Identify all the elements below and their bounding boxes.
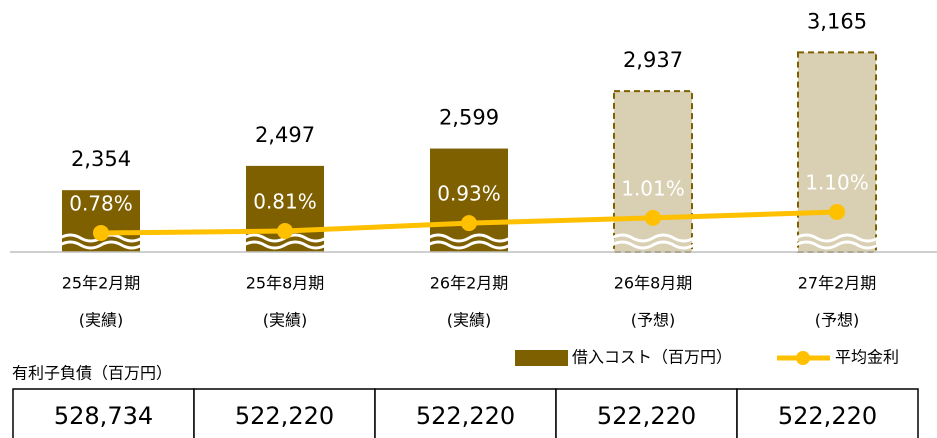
x-tick-label: 26年2月期: [430, 274, 509, 293]
x-tick-label: 27年2月期: [798, 274, 877, 293]
rate-label: 0.81%: [253, 190, 317, 214]
axis-break: [427, 240, 511, 250]
bar-value-label: 2,354: [71, 147, 131, 171]
bar-value-label: 2,497: [255, 123, 315, 147]
table-value: 522,220: [416, 402, 515, 430]
axis-break: [611, 233, 695, 243]
table-value: 522,220: [778, 402, 877, 430]
table-title: 有利子負債（百万円）: [12, 364, 172, 383]
rate-marker: [829, 203, 845, 220]
bar: [613, 90, 693, 253]
rate-label: 1.01%: [621, 176, 685, 200]
table-cell: [12, 388, 195, 438]
axis-break: [427, 233, 511, 243]
x-tick-label: (実績): [263, 311, 308, 330]
bar-value-label: 3,165: [807, 9, 867, 33]
x-tick-label: (実績): [79, 311, 124, 330]
rate-marker: [461, 215, 477, 232]
table-value: 522,220: [235, 402, 334, 430]
table-cell: [555, 388, 738, 438]
x-tick-label: 25年2月期: [62, 274, 141, 293]
x-tick-label: 26年8月期: [614, 274, 693, 293]
table-cell: [736, 388, 919, 438]
rate-marker: [93, 224, 109, 241]
legend-marker: [796, 351, 810, 365]
table-value: 522,220: [597, 402, 696, 430]
legend-label: 借入コスト（百万円）: [572, 348, 732, 367]
axis-break: [243, 240, 327, 250]
rate-marker: [645, 209, 661, 226]
legend-swatch: [515, 350, 568, 366]
x-tick-label: (予想): [815, 311, 860, 330]
rate-label: 1.10%: [805, 170, 869, 194]
bar-value-label: 2,937: [623, 48, 683, 72]
axis-break: [59, 240, 143, 250]
axis-break: [795, 233, 879, 243]
rate-marker: [277, 223, 293, 239]
rate-label: 0.93%: [437, 182, 501, 206]
axis-break: [795, 240, 879, 250]
legend-label: 平均金利: [835, 348, 899, 367]
bar: [797, 51, 877, 254]
x-tick-label: (実績): [447, 311, 492, 330]
table-value: 528,734: [54, 402, 153, 430]
rate-label: 0.78%: [69, 191, 133, 215]
bar-value-label: 2,599: [439, 106, 499, 130]
x-tick-label: (予想): [631, 311, 676, 330]
x-tick-label: 25年8月期: [246, 274, 325, 293]
axis-break: [611, 240, 695, 250]
